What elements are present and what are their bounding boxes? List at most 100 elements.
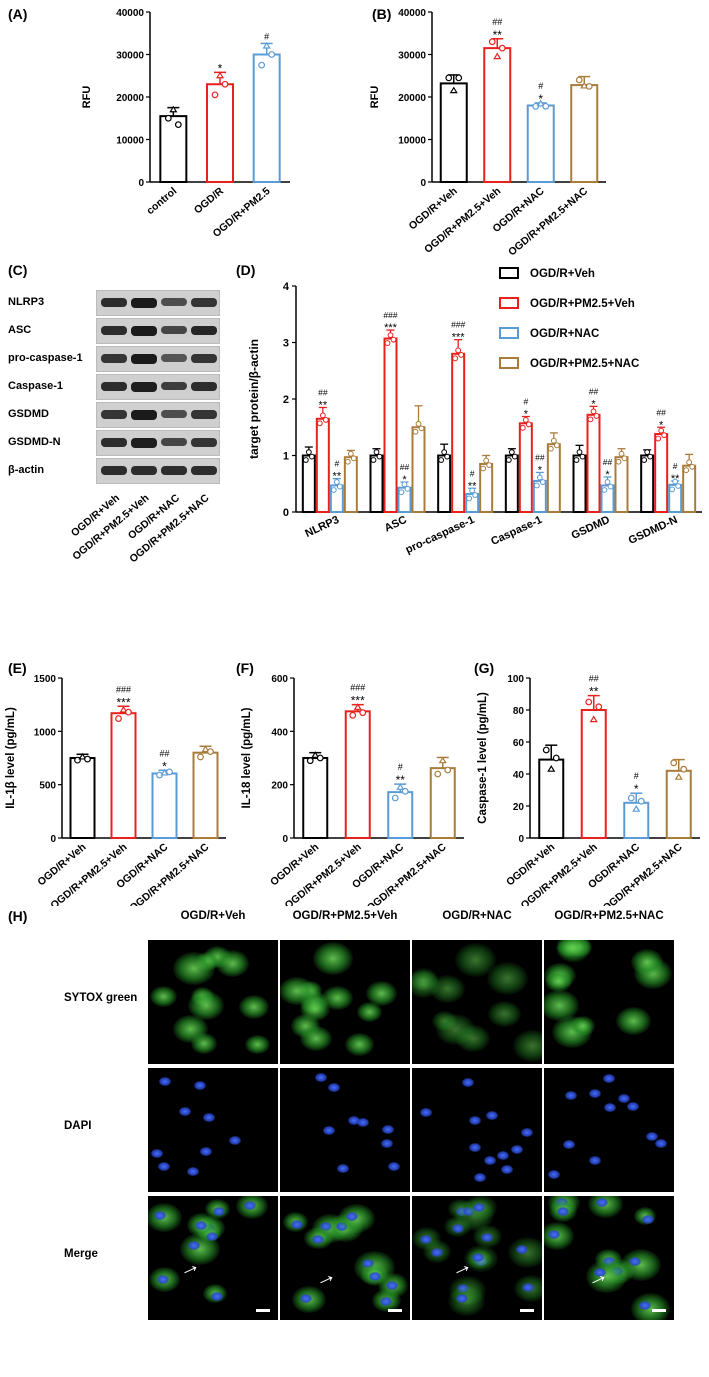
significance-mark: ##	[400, 462, 410, 472]
significance-mark: ##	[589, 674, 599, 684]
data-point	[211, 91, 219, 99]
cell-nucleus	[346, 1211, 359, 1221]
micrograph	[544, 940, 674, 1064]
cell-nucleus	[500, 1165, 513, 1175]
data-point	[160, 768, 169, 776]
data-point	[434, 770, 442, 778]
data-point	[553, 442, 560, 449]
y-tick-label: 200	[271, 781, 288, 792]
blot-band	[101, 466, 127, 475]
data-point	[78, 752, 87, 760]
cell-cytoplasm	[570, 1016, 596, 1036]
microscopy-row-title: SYTOX green	[64, 992, 138, 1004]
x-tick-label: Caspase-1	[489, 514, 544, 548]
x-tick-label: GSDMD-N	[627, 514, 680, 547]
y-tick-label: 2	[283, 394, 289, 406]
data-point	[466, 495, 473, 502]
significance-mark: *	[402, 474, 407, 486]
legend-swatch	[499, 327, 519, 339]
cell-nucleus	[199, 1146, 212, 1156]
data-point	[632, 805, 641, 812]
cell-nucleus	[627, 1101, 640, 1111]
significance-mark: **	[493, 28, 503, 42]
y-tick-label: 60	[513, 738, 525, 749]
data-point	[262, 41, 271, 49]
cell-nucleus	[604, 1102, 617, 1112]
cell-nucleus	[299, 1293, 312, 1303]
y-tick-label: 3	[283, 338, 289, 350]
data-point	[412, 428, 419, 435]
y-tick-label: 1	[283, 451, 289, 463]
bar	[572, 454, 587, 513]
bar	[315, 417, 330, 513]
data-point	[519, 424, 526, 431]
bar	[206, 83, 234, 183]
bar	[437, 454, 452, 513]
significance-mark: #	[634, 771, 639, 781]
cell-nucleus	[588, 1089, 601, 1099]
cell-nucleus	[602, 1073, 615, 1083]
significance-mark: ##	[656, 407, 666, 417]
significance-mark: ##	[589, 386, 599, 396]
cell-nucleus	[469, 1116, 482, 1126]
cell-nucleus	[596, 1198, 609, 1208]
data-point	[302, 457, 309, 463]
y-tick-label: 400	[271, 727, 288, 738]
bar	[580, 709, 607, 839]
bar	[343, 456, 358, 514]
microscopy-column-title: OGD/R+PM2.5+Veh	[292, 910, 398, 922]
blot-row-label: ASC	[8, 324, 32, 336]
blot-band	[191, 410, 217, 419]
data-point	[627, 794, 635, 802]
data-point	[258, 61, 266, 69]
cell-nucleus	[158, 1161, 171, 1171]
cell-cytoplasm	[630, 949, 663, 975]
significance-mark: **	[319, 399, 328, 411]
cell-cytoplasm	[215, 950, 250, 977]
blot-band	[131, 410, 157, 420]
cell-nucleus	[319, 1222, 332, 1232]
data-point	[84, 755, 91, 763]
cell-nucleus	[194, 1221, 207, 1231]
cell-nucleus	[468, 1143, 481, 1153]
data-point	[376, 453, 383, 460]
data-point	[686, 459, 693, 466]
panel-label-b: (B)	[372, 6, 392, 22]
bar	[526, 104, 555, 183]
cell-nucleus	[328, 1082, 341, 1092]
data-point	[169, 105, 178, 113]
blot-band	[191, 326, 217, 336]
bar	[192, 751, 219, 839]
significance-mark: *	[659, 419, 664, 431]
bar	[151, 772, 178, 839]
panel-label-e: (E)	[8, 660, 27, 676]
y-axis-label: RFU	[369, 86, 381, 109]
y-tick-label: 500	[39, 781, 56, 792]
cell-nucleus	[419, 1234, 432, 1244]
bar	[252, 53, 281, 183]
micrograph	[148, 1068, 278, 1192]
cell-cytoplasm	[300, 1025, 332, 1052]
blot-row: NLRP3	[8, 290, 248, 316]
data-point	[607, 483, 614, 490]
blot-image	[96, 290, 220, 316]
significance-mark: *	[605, 469, 610, 481]
micrograph	[412, 940, 542, 1064]
data-point	[655, 435, 662, 442]
blot-row: GSDMD-N	[8, 430, 248, 456]
micrograph	[280, 1068, 410, 1192]
data-point	[207, 748, 214, 755]
y-tick-label: 20000	[116, 93, 144, 104]
blot-row-label: GSDMD	[8, 408, 49, 420]
data-point	[164, 114, 172, 122]
blot-band	[131, 354, 157, 365]
y-tick-label: 0	[282, 834, 288, 845]
y-tick-label: 10000	[398, 136, 426, 147]
cell-nucleus	[462, 1077, 475, 1087]
data-point	[201, 745, 210, 753]
bar	[546, 443, 561, 513]
bar	[586, 413, 601, 514]
data-point	[493, 52, 502, 60]
x-tick-label: GSDMD	[570, 514, 612, 542]
